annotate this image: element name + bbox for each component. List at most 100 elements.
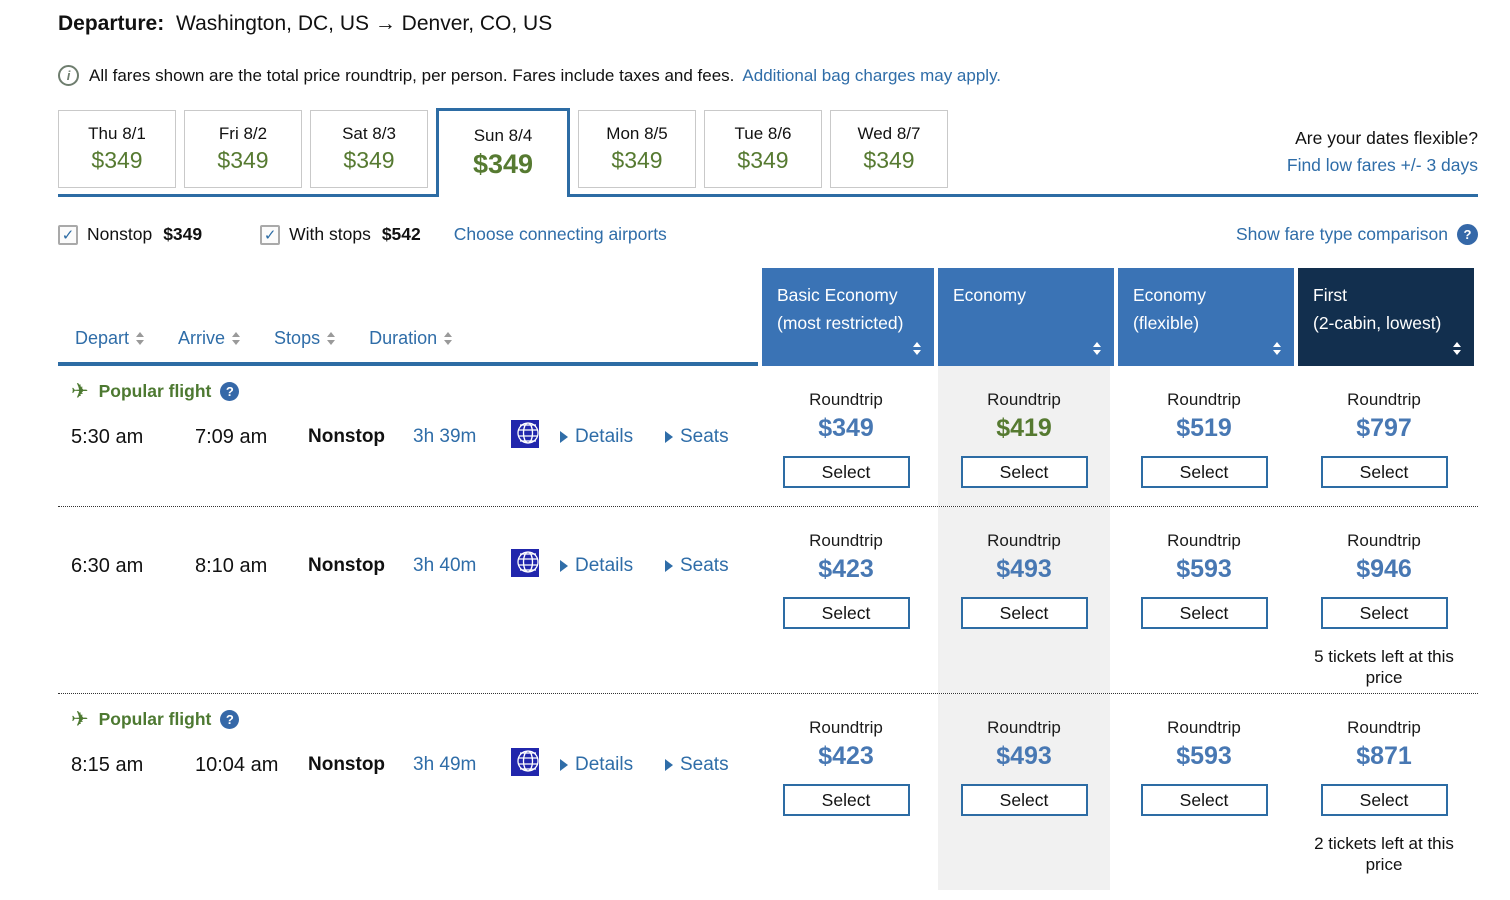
seats-link[interactable]: Seats [665,426,729,448]
select-button[interactable]: Select [782,597,910,629]
tickets-left-note: 2 tickets left at this price [1314,834,1454,875]
details-link[interactable]: Details [560,555,633,577]
sort-header-duration[interactable]: Duration [369,328,453,349]
fare-column-header-first[interactable]: First (2-cabin, lowest) [1294,268,1474,366]
select-button[interactable]: Select [1140,597,1268,629]
tab-day-label: Wed 8/7 [857,124,921,143]
depart-time: 5:30 am [71,425,144,448]
fare-price: $946 [1356,555,1412,583]
flight-row: ✈ Popular flight ? 5:30 am 7:09 am Nonst… [58,366,1478,506]
with-stops-checkbox[interactable]: ✓ [260,224,281,245]
fare-price: $423 [818,742,874,770]
fare-column-header-economy[interactable]: Economy [934,268,1114,366]
fare-price: $871 [1356,742,1412,770]
fare-price: $593 [1176,742,1232,770]
airline-logo-wrap [511,549,560,583]
help-icon[interactable]: ? [1457,224,1478,245]
flight-info-cell: 6:30 am 8:10 am Nonstop 3h 40m Details [58,507,758,693]
bag-charges-link[interactable]: Additional bag charges may apply. [742,65,1002,85]
fare-cell-economy-flexible: Roundtrip $593 Select [1114,694,1294,890]
fare-cell-first: Roundtrip $797 Select [1294,366,1474,506]
united-logo-icon [511,549,539,577]
tab-price: $349 [863,147,915,173]
tab-day-label: Sat 8/3 [342,124,396,143]
airplane-icon: ✈ [71,707,89,731]
fare-column-header-economy-flexible[interactable]: Economy (flexible) [1114,268,1294,366]
page-title: Departure: Washington, DC, US → Denver, … [58,12,1478,36]
united-logo-icon [511,748,539,776]
sort-icon [136,332,145,345]
select-button[interactable]: Select [782,784,910,816]
roundtrip-label: Roundtrip [1347,390,1421,409]
duration-value: 3h 39m [413,426,477,447]
airline-logo-wrap [511,748,560,782]
select-button[interactable]: Select [1140,784,1268,816]
date-tab-thu[interactable]: Thu 8/1 $349 [58,110,176,188]
details-label: Details [575,425,634,447]
tickets-left-note: 5 tickets left at this price [1314,647,1454,688]
connecting-airports-link[interactable]: Choose connecting airports [453,224,667,244]
select-button[interactable]: Select [1320,784,1448,816]
select-button[interactable]: Select [1320,456,1448,488]
date-tab-tue[interactable]: Tue 8/6 $349 [704,110,822,188]
chevron-right-icon [665,759,673,771]
tab-day-label: Mon 8/5 [606,124,668,143]
seats-label: Seats [680,754,729,775]
fare-info-text: All fares shown are the total price roun… [89,65,735,85]
select-button[interactable]: Select [960,597,1088,629]
low-fares-link[interactable]: Find low fares +/- 3 days [1286,155,1478,175]
fare-column-header-basic-economy[interactable]: Basic Economy (most restricted) [758,268,934,366]
select-button[interactable]: Select [1320,597,1448,629]
chevron-right-icon [665,431,673,443]
tab-day-label: Tue 8/6 [734,124,792,143]
fare-cell-basic-economy: Roundtrip $349 Select [758,366,934,506]
popular-help-icon[interactable]: ? [220,381,240,401]
fare-cell-economy-flexible: Roundtrip $519 Select [1114,366,1294,506]
popular-help-icon[interactable]: ? [220,709,240,729]
fare-comparison-link[interactable]: Show fare type comparison [1235,224,1448,244]
details-label: Details [575,753,634,775]
nonstop-checkbox[interactable]: ✓ [58,224,78,245]
sort-header-depart[interactable]: Depart [75,328,145,349]
duration-value: 3h 40m [413,555,477,576]
arrive-time: 7:09 am [195,425,268,448]
details-label: Details [575,554,634,576]
arrive-time: 10:04 am [195,753,279,776]
select-button[interactable]: Select [960,784,1088,816]
sort-header-stops[interactable]: Stops [274,328,336,349]
fare-price: $493 [996,555,1052,583]
select-button[interactable]: Select [960,456,1088,488]
tab-price: $349 [343,147,395,173]
chevron-right-icon [665,560,673,572]
tab-price: $349 [217,147,269,173]
select-button[interactable]: Select [1140,456,1268,488]
date-tab-fri[interactable]: Fri 8/2 $349 [184,110,302,188]
sort-icon [327,332,336,345]
sort-label-text: Duration [369,328,438,348]
select-button[interactable]: Select [782,456,910,488]
departure-label: Departure: [58,12,165,35]
seats-link[interactable]: Seats [665,754,729,776]
date-tab-sat[interactable]: Sat 8/3 $349 [310,110,428,188]
flexible-dates-question: Are your dates flexible? [1295,128,1478,148]
table-header-row: Depart Arrive Stops Duration Basic Econo… [58,268,1478,366]
tab-day-label: Fri 8/2 [218,124,268,143]
seats-label: Seats [680,555,729,576]
date-tab-bar: Thu 8/1 $349 Fri 8/2 $349 Sat 8/3 $349 S… [58,108,1478,197]
duration-value: 3h 49m [413,754,477,775]
sort-header-arrive[interactable]: Arrive [178,328,241,349]
details-link[interactable]: Details [560,754,633,776]
date-tab-wed[interactable]: Wed 8/7 $349 [830,110,948,188]
flight-row: 6:30 am 8:10 am Nonstop 3h 40m Details [58,506,1478,693]
fare-column-name: Economy [953,285,1026,305]
seats-link[interactable]: Seats [665,555,729,577]
roundtrip-label: Roundtrip [1347,531,1421,550]
with-stops-price: $542 [381,224,421,244]
fare-column-note: (most restricted) [777,313,904,333]
details-link[interactable]: Details [560,426,633,448]
date-tab-mon[interactable]: Mon 8/5 $349 [578,110,696,188]
roundtrip-label: Roundtrip [987,390,1061,409]
sort-icon [444,332,453,345]
flight-results-page: Departure: Washington, DC, US → Denver, … [58,0,1478,890]
date-tab-sun-selected[interactable]: Sun 8/4 $349 [436,108,570,197]
